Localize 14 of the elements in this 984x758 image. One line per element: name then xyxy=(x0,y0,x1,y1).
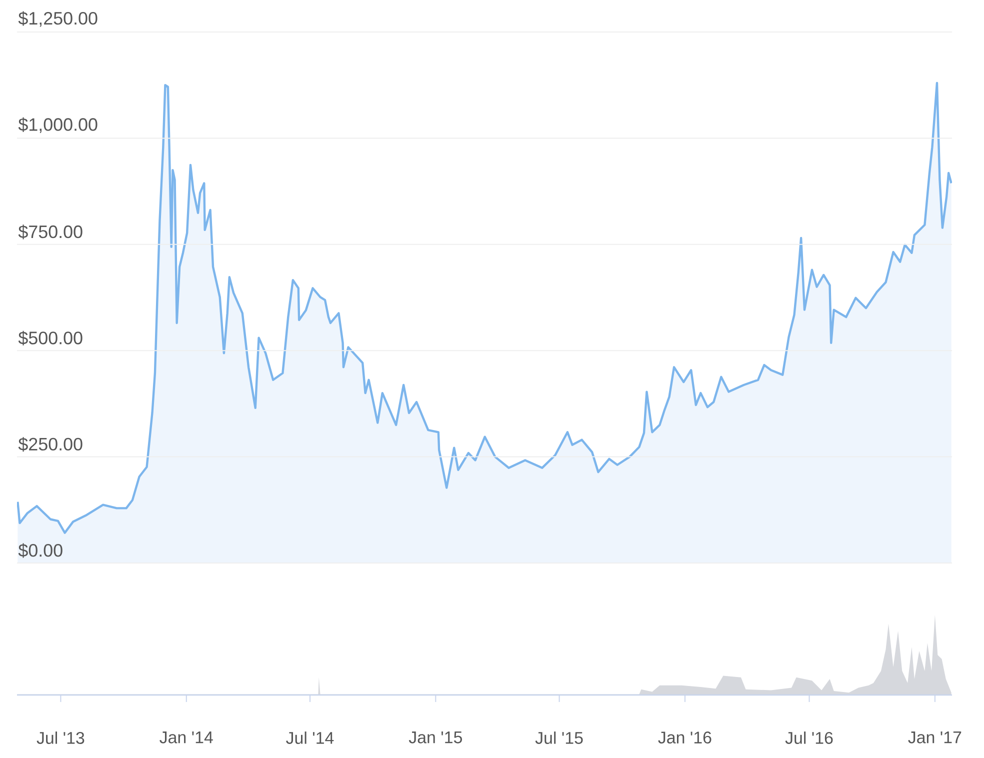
y-tick-label: $1,250.00 xyxy=(18,11,98,27)
x-tick-label: Jan '14 xyxy=(160,732,213,744)
y-tick-label: $500.00 xyxy=(18,330,82,346)
x-tick-label: Jul '14 xyxy=(286,732,334,744)
x-tick-label: Jul '13 xyxy=(36,732,84,744)
x-tick-label: Jul '15 xyxy=(535,732,583,744)
y-tick-label: $0.00 xyxy=(18,543,62,558)
x-tick-label: Jul '16 xyxy=(785,732,833,744)
y-tick-label: $1,000.00 xyxy=(18,117,98,133)
y-tick-label: $750.00 xyxy=(18,224,82,240)
y-tick-label: $250.00 xyxy=(18,437,82,452)
x-tick-label: Jan '17 xyxy=(908,732,962,744)
x-tick-label: Jan '16 xyxy=(658,732,712,744)
x-tick-label: Jan '15 xyxy=(408,732,462,744)
